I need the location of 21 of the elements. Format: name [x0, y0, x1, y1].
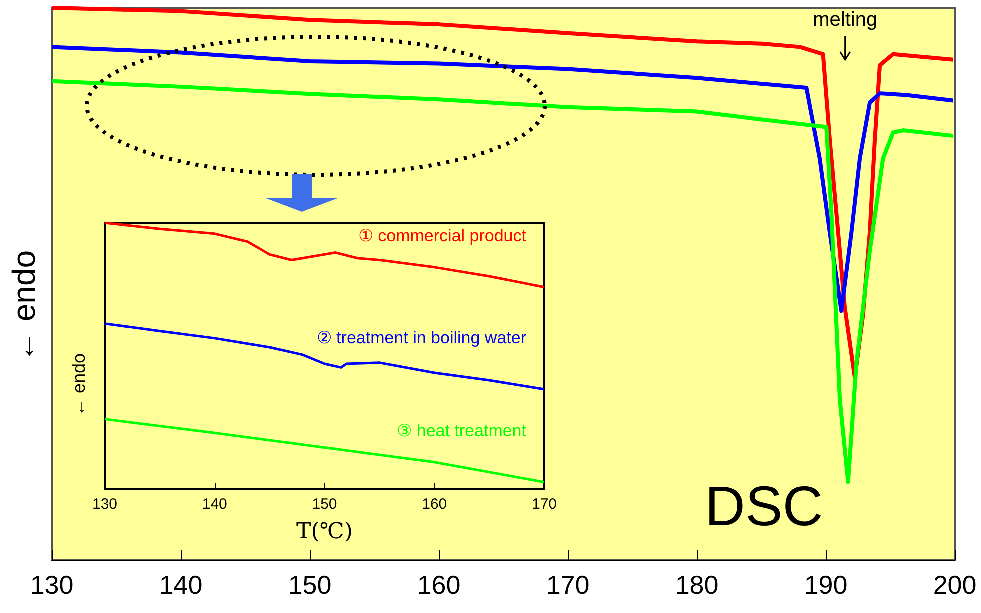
- x-tick-label: 140: [202, 496, 228, 513]
- x-tick-label: 160: [417, 570, 461, 600]
- x-tick-label: 150: [312, 496, 338, 513]
- x-tick-label: 190: [804, 570, 848, 600]
- x-tick-label: 170: [532, 496, 557, 513]
- x-tick-label: 170: [546, 570, 590, 600]
- y-axis-title: ← endo: [6, 250, 42, 363]
- x-tick-label: 200: [933, 570, 977, 600]
- x-tick-label: 180: [675, 570, 719, 600]
- x-tick-label: 160: [422, 496, 448, 513]
- series-label: ② treatment in boiling water: [316, 328, 527, 348]
- series-label: ③ heat treatment: [397, 421, 527, 440]
- x-tick-label: 150: [288, 570, 332, 600]
- y-axis-title: ← endo: [69, 353, 89, 417]
- annotation: DSC: [705, 474, 824, 538]
- x-tick-label: 130: [92, 496, 118, 513]
- x-axis-title: T(℃): [296, 520, 353, 544]
- series-label: ① commercial product: [358, 226, 527, 246]
- x-tick-label: 140: [159, 570, 203, 600]
- annotation: melting: [813, 9, 878, 31]
- x-tick-label: 130: [30, 570, 74, 600]
